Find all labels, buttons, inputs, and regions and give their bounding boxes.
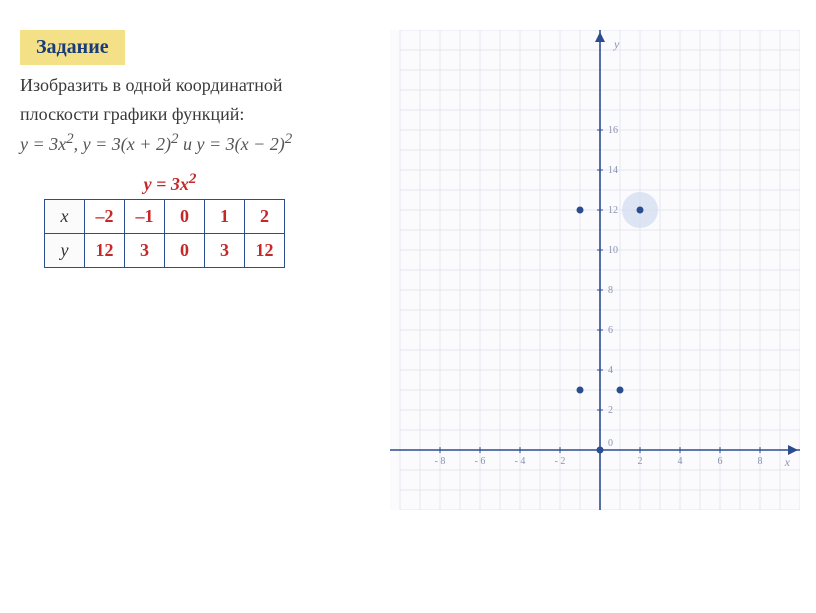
- svg-text:10: 10: [608, 245, 618, 256]
- data-point: [637, 207, 644, 214]
- task-badge: Задание: [20, 30, 125, 65]
- svg-text:y: y: [613, 37, 620, 51]
- svg-text:8: 8: [608, 285, 613, 296]
- value-table: x–2–1012y1230312: [44, 199, 285, 268]
- table-title: y = 3x2: [50, 171, 290, 195]
- table-cell: 1: [205, 200, 245, 234]
- svg-text:- 8: - 8: [435, 456, 446, 467]
- svg-text:4: 4: [608, 365, 613, 376]
- data-point: [597, 447, 604, 454]
- svg-text:8: 8: [758, 456, 763, 467]
- task-description-line2: плоскости графики функций:: [20, 102, 360, 127]
- svg-text:x: x: [784, 455, 791, 469]
- table-cell: 0: [165, 200, 205, 234]
- table-cell: 2: [245, 200, 285, 234]
- table-cell: –2: [85, 200, 125, 234]
- svg-text:6: 6: [718, 456, 723, 467]
- table-cell: 12: [245, 234, 285, 268]
- table-cell: 0: [165, 234, 205, 268]
- table-cell: 12: [85, 234, 125, 268]
- chart-panel: - 8 - 6 - 4 - 2 2 4 6 8 2 4 6 8 10 12 14 16 0 x y: [390, 30, 800, 510]
- svg-text:2: 2: [608, 405, 613, 416]
- svg-text:- 4: - 4: [515, 456, 526, 467]
- svg-text:4: 4: [678, 456, 683, 467]
- table-cell: 3: [205, 234, 245, 268]
- left-panel: Задание Изобразить в одной координатной …: [20, 30, 360, 510]
- data-point: [617, 387, 624, 394]
- page-container: Задание Изобразить в одной координатной …: [0, 0, 816, 530]
- table-cell: –1: [125, 200, 165, 234]
- table-row-header-y: y: [45, 234, 85, 268]
- data-point: [577, 207, 584, 214]
- svg-text:2: 2: [638, 456, 643, 467]
- svg-text:14: 14: [608, 165, 618, 176]
- task-description-line1: Изобразить в одной координатной: [20, 73, 360, 98]
- table-row-header-x: x: [45, 200, 85, 234]
- svg-text:16: 16: [608, 125, 618, 136]
- data-point: [577, 387, 584, 394]
- svg-text:- 6: - 6: [475, 456, 486, 467]
- svg-text:12: 12: [608, 205, 618, 216]
- formula-line: y = 3x2, y = 3(x + 2)2 и y = 3(x − 2)2: [20, 131, 360, 155]
- table-cell: 3: [125, 234, 165, 268]
- svg-text:- 2: - 2: [555, 456, 566, 467]
- svg-text:0: 0: [608, 438, 613, 449]
- coordinate-plane: - 8 - 6 - 4 - 2 2 4 6 8 2 4 6 8 10 12 14 16 0 x y: [390, 30, 800, 510]
- svg-text:6: 6: [608, 325, 613, 336]
